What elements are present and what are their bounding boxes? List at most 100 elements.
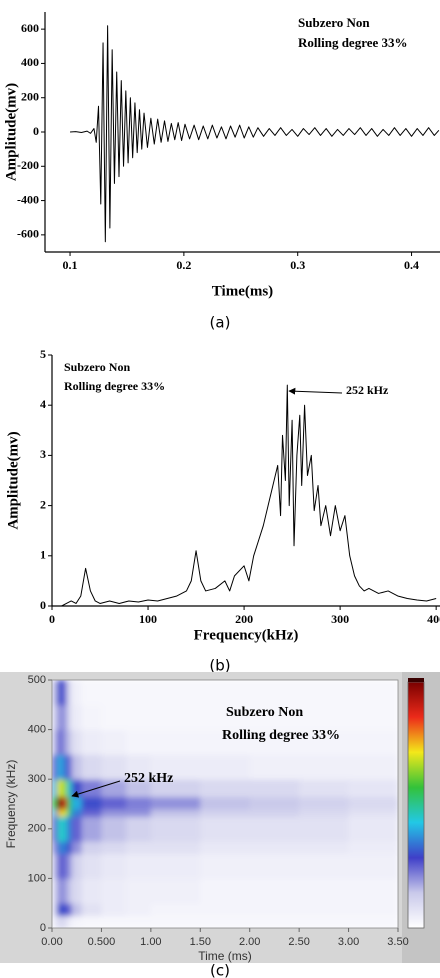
y-axis-label: Frequency (kHz) <box>4 760 18 849</box>
heatmap-cell <box>101 729 127 755</box>
x-tick-label: 2.50 <box>288 936 309 948</box>
heatmap-cell <box>52 808 58 817</box>
heatmap-cell <box>249 779 300 798</box>
heatmap-cell <box>71 816 83 842</box>
panel-label: (a) <box>210 314 231 332</box>
x-tick-label: 2.00 <box>239 936 260 948</box>
heatmap-cell <box>81 808 102 817</box>
heatmap-cell <box>56 816 63 842</box>
heatmap-cell <box>150 796 201 810</box>
x-tick-label: 0.2 <box>176 258 191 272</box>
heatmap-cell <box>52 903 58 917</box>
x-tick-label: 200 <box>235 612 253 626</box>
heatmap-cell <box>150 729 201 755</box>
y-tick-label: -200 <box>17 158 39 172</box>
heatmap-cell <box>66 853 73 879</box>
heatmap-cell <box>66 796 73 810</box>
heatmap-cell <box>200 903 251 917</box>
heatmap-cell <box>150 816 201 842</box>
heatmap-cell <box>348 704 398 731</box>
heatmap-cell <box>126 878 152 904</box>
heatmap-cell <box>52 853 58 879</box>
heatmap-cell <box>52 796 58 810</box>
heatmap-cell <box>348 853 398 879</box>
heatmap-cell <box>348 816 398 842</box>
heatmap-cell <box>61 796 68 810</box>
heatmap-cell <box>101 853 127 879</box>
heatmap-cell <box>348 796 398 810</box>
heatmap-cell <box>126 704 152 731</box>
heatmap-cell <box>200 754 251 780</box>
heatmap-cell <box>101 796 127 810</box>
heatmap-cell <box>81 853 102 879</box>
heatmap-cell <box>52 841 58 855</box>
signal-line <box>70 25 440 243</box>
colorbar <box>407 681 425 929</box>
y-tick-label: 400 <box>21 55 39 69</box>
heatmap-cell <box>81 704 102 731</box>
heatmap-cell <box>61 680 68 706</box>
heatmap-cell <box>71 808 83 817</box>
heatmap-cell <box>71 729 83 755</box>
heatmap-cell <box>299 816 350 842</box>
heatmap-cell <box>56 915 63 928</box>
x-tick-label: 0 <box>49 612 55 626</box>
heatmap-cell <box>200 796 251 810</box>
heatmap-cell <box>126 841 152 855</box>
heatmap-cell <box>200 779 251 798</box>
heatmap-cell <box>200 878 251 904</box>
y-tick-label: 200 <box>21 89 39 103</box>
heatmap-cell <box>299 729 350 755</box>
heatmap-cell <box>126 903 152 917</box>
heatmap-cell <box>81 754 102 780</box>
heatmap-cell <box>299 680 350 706</box>
heatmap-cell <box>61 808 68 817</box>
peak-label: 252 kHz <box>346 383 389 397</box>
heatmap-cell <box>56 878 63 904</box>
panel: 0 100 200 300 400 500 0.00 0.500 1.00 1.50 2.00 2.5… <box>0 672 440 978</box>
heatmap-cell <box>150 878 201 904</box>
heatmap-cell <box>66 704 73 731</box>
heatmap-cell <box>299 796 350 810</box>
x-tick-label: 0.4 <box>404 258 419 272</box>
heatmap-cell <box>150 779 201 798</box>
y-tick-label: -400 <box>17 192 39 206</box>
y-tick-label: 0 <box>33 124 39 138</box>
x-tick-label: 3.00 <box>338 936 359 948</box>
heatmap-cell <box>200 915 251 928</box>
heatmap-cell <box>66 680 73 706</box>
heatmap-cell <box>126 853 152 879</box>
heatmap-cell <box>299 779 350 798</box>
plot-frame <box>51 679 399 929</box>
annotation: Subzero Non <box>226 705 303 720</box>
heatmap-cell <box>81 680 102 706</box>
heatmap-cell <box>71 704 83 731</box>
heatmap-cell <box>126 816 152 842</box>
heatmap-cell <box>299 903 350 917</box>
heatmap-cell <box>81 841 102 855</box>
heatmap-cell <box>348 808 398 817</box>
heatmap-cell <box>249 796 300 810</box>
y-axis-label: Amplitude(mv) <box>5 431 21 529</box>
heatmap-cell <box>52 754 58 780</box>
heatmap-cell <box>81 729 102 755</box>
heatmap-cell <box>200 816 251 842</box>
heatmap-cell <box>66 729 73 755</box>
heatmap-cell <box>71 796 83 810</box>
heatmap-cell <box>66 754 73 780</box>
heatmap-cell <box>126 729 152 755</box>
heatmap-cell <box>66 779 73 798</box>
heatmap-cell <box>150 841 201 855</box>
heatmap-cell <box>61 878 68 904</box>
heatmap-cell <box>61 754 68 780</box>
heatmap-cell <box>249 704 300 731</box>
heatmap-cell <box>56 796 63 810</box>
heatmap-cell <box>56 779 63 798</box>
y-tick-label: 600 <box>21 21 39 35</box>
annotation: Rolling degree 33% <box>222 728 340 743</box>
heatmap-cell <box>249 878 300 904</box>
y-tick-label: 400 <box>28 724 46 736</box>
heatmap-cell <box>56 754 63 780</box>
heatmap-cell <box>348 878 398 904</box>
